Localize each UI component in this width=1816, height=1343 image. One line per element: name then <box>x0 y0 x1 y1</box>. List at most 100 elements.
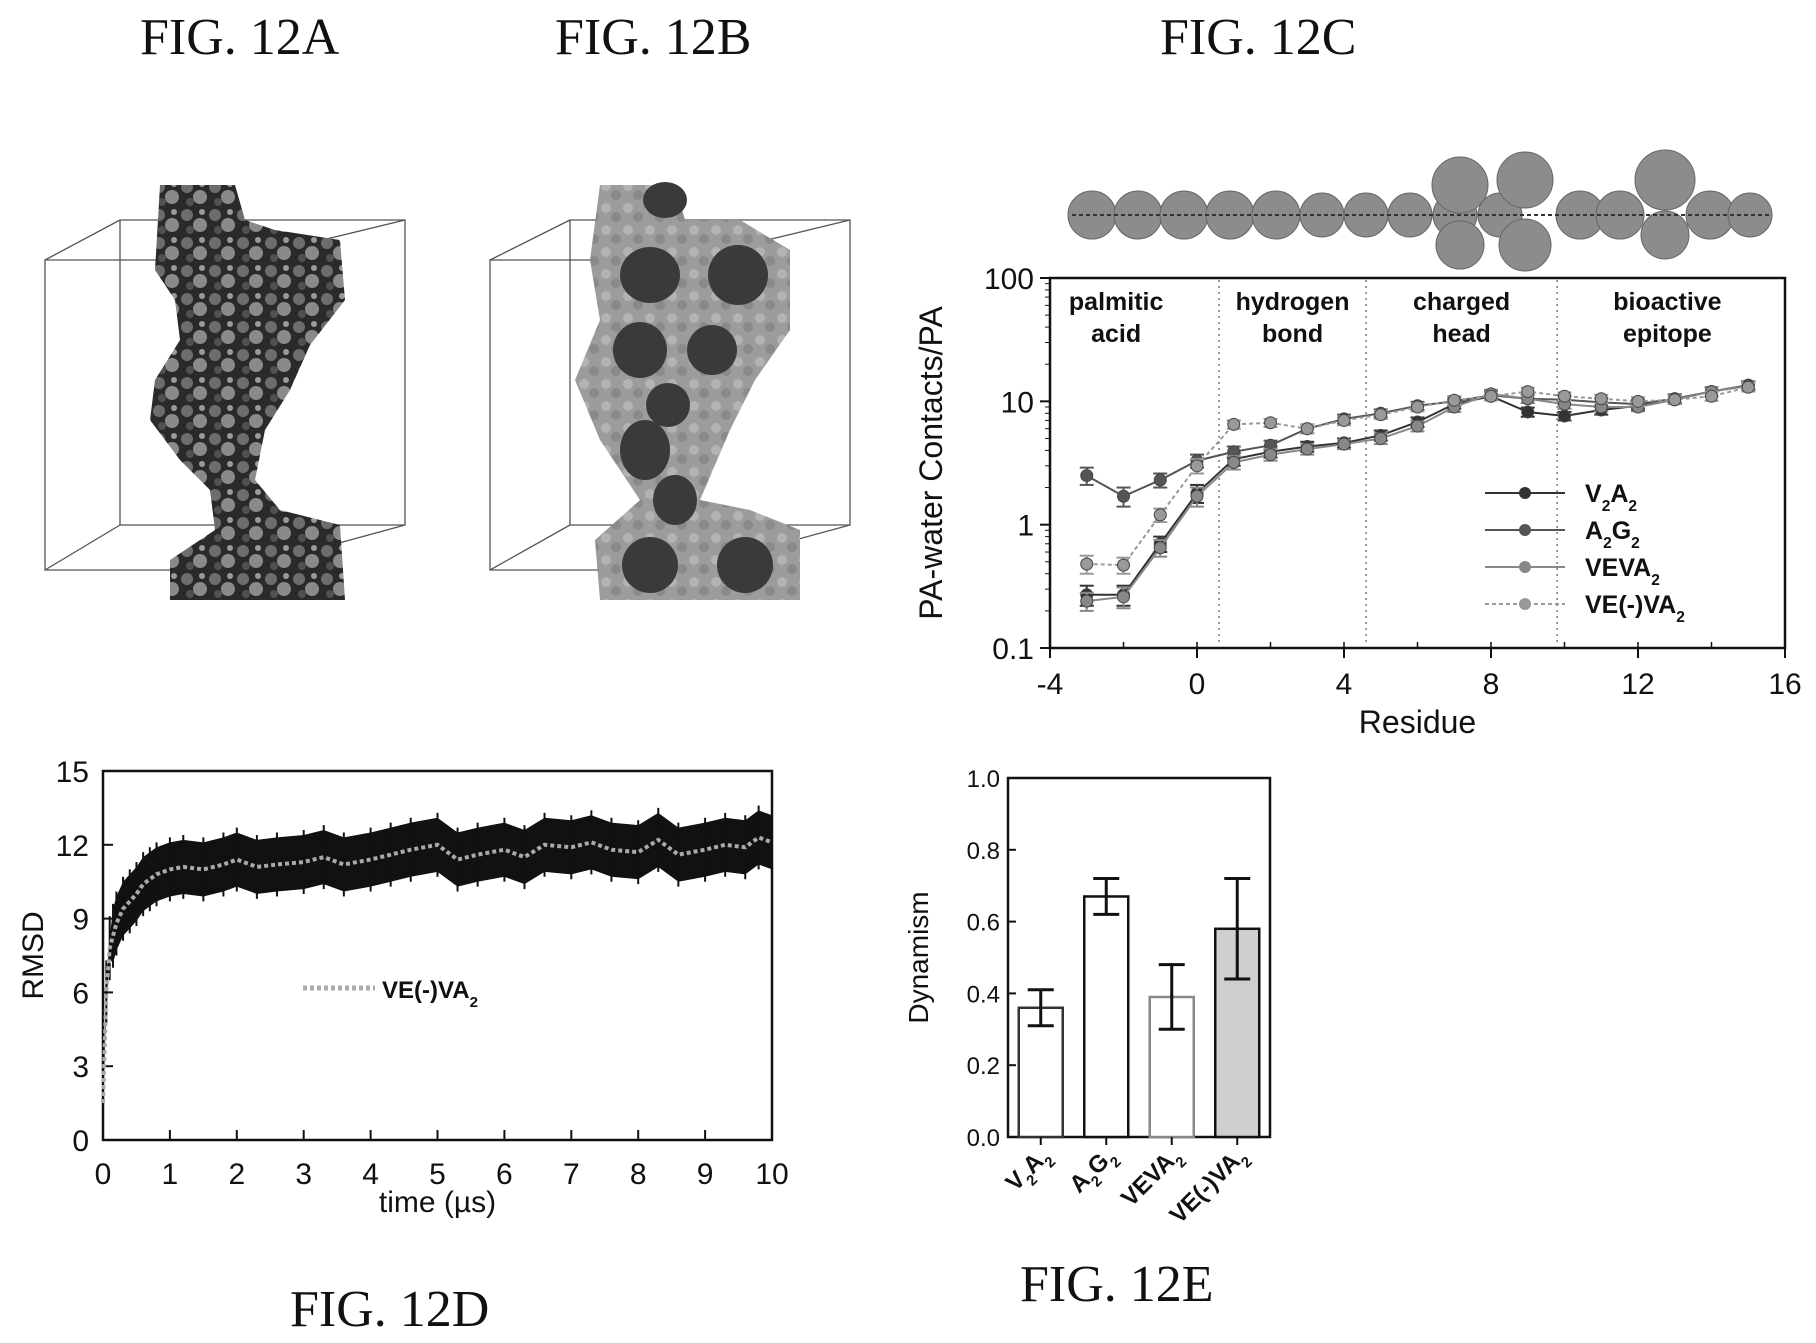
legend-marker <box>1519 598 1531 610</box>
y-tick-label: 0.8 <box>967 838 1000 865</box>
fig-12b-image <box>489 182 851 600</box>
region-label: epitope <box>1623 320 1712 348</box>
y-tick-label: 9 <box>72 904 89 937</box>
data-point-V2A2 <box>1521 405 1535 419</box>
data-point-VE(-)VA2 <box>1484 389 1498 403</box>
region-label: bond <box>1262 320 1323 348</box>
data-point-VEVA2 <box>1153 541 1167 555</box>
x-axis-label: Residue <box>1359 704 1476 740</box>
y-tick-label: 15 <box>56 756 89 789</box>
fig-12c-molecule <box>1067 149 1773 272</box>
legend-marker <box>1519 524 1531 536</box>
x-tick-label: 4 <box>1336 668 1353 701</box>
legend-label: A2G2 <box>1585 517 1640 552</box>
data-point-VEVA2 <box>1117 590 1130 604</box>
region-label: charged <box>1413 288 1510 316</box>
x-tick-label: 0 <box>95 1158 112 1191</box>
data-point-VE(-)VA2 <box>1558 389 1571 403</box>
y-tick-label: 10 <box>1001 386 1034 419</box>
x-axis-label: time (µs) <box>379 1186 496 1219</box>
legend-label: VEVA2 <box>1585 554 1660 589</box>
data-point-VE(-)VA2 <box>1153 508 1167 522</box>
data-point-VEVA2 <box>1264 448 1277 462</box>
fig-12e-label: FIG. 12E <box>1020 1256 1214 1313</box>
region-label: head <box>1432 320 1490 348</box>
data-point-A2G2 <box>1080 469 1094 483</box>
x-tick-label: 5 <box>429 1158 446 1191</box>
x-tick-label: -4 <box>1037 668 1064 701</box>
x-tick-label: 12 <box>1621 668 1654 701</box>
region-label: bioactive <box>1613 288 1721 316</box>
legend-marker <box>1519 487 1531 499</box>
bar-A2G2 <box>1083 895 1130 1139</box>
data-point-VE(-)VA2 <box>1337 413 1351 427</box>
fig-12c-label: FIG. 12C <box>1160 9 1357 66</box>
region-label: acid <box>1091 320 1141 348</box>
data-point-VE(-)VA2 <box>1521 385 1535 399</box>
y-tick-label: 6 <box>72 977 89 1010</box>
y-tick-label: 0.4 <box>967 981 1000 1008</box>
legend-label: VE(-)VA2 <box>1585 591 1685 626</box>
x-tick-label: 3 <box>295 1158 312 1191</box>
data-point-A2G2 <box>1153 473 1167 487</box>
x-tick-label: 8 <box>1483 668 1500 701</box>
y-axis-label: RMSD <box>17 911 50 999</box>
data-point-VEVA2 <box>1080 594 1094 608</box>
category-label: V2A2 <box>1001 1142 1060 1201</box>
legend-marker <box>1519 561 1531 573</box>
plot-frame-12e <box>1006 776 1272 1139</box>
data-point-VE(-)VA2 <box>1264 416 1277 430</box>
y-tick-label: 3 <box>72 1051 89 1084</box>
data-point-VEVA2 <box>1190 489 1204 503</box>
legend-label: V2A2 <box>1585 480 1637 515</box>
data-point-VE(-)VA2 <box>1080 557 1094 571</box>
data-point-VEVA2 <box>1374 431 1388 445</box>
data-point-VEVA2 <box>1411 419 1424 433</box>
data-point-VE(-)VA2 <box>1741 380 1755 394</box>
data-point-VE(-)VA2 <box>1631 394 1645 408</box>
y-tick-label: 1.0 <box>967 766 1000 793</box>
data-point-VEVA2 <box>1300 442 1314 456</box>
series-line-VE(-)VA2 <box>101 835 773 1104</box>
fig-12d-label: FIG. 12D <box>290 1281 490 1338</box>
x-tick-label: 10 <box>755 1158 788 1191</box>
data-point-A2G2 <box>1117 489 1130 503</box>
data-point-VE(-)VA2 <box>1300 422 1314 436</box>
data-point-VE(-)VA2 <box>1117 558 1130 572</box>
x-tick-label: 2 <box>228 1158 245 1191</box>
x-tick-label: 0 <box>1189 668 1206 701</box>
data-point-VE(-)VA2 <box>1594 392 1608 406</box>
y-axis-label: PA-water Contacts/PA <box>913 306 949 620</box>
data-point-VE(-)VA2 <box>1190 459 1204 473</box>
y-tick-label: 100 <box>984 263 1034 296</box>
y-axis-label: Dynamism <box>903 891 934 1023</box>
x-tick-label: 16 <box>1768 668 1801 701</box>
data-point-VEVA2 <box>1337 437 1351 451</box>
region-label: hydrogen <box>1236 288 1350 316</box>
fig-12b-label: FIG. 12B <box>555 9 752 66</box>
x-tick-label: 4 <box>362 1158 379 1191</box>
y-tick-label: 0.0 <box>967 1125 1000 1152</box>
legend-label: VE(-)VA2 <box>382 977 478 1011</box>
x-tick-label: 9 <box>697 1158 714 1191</box>
x-tick-label: 6 <box>496 1158 513 1191</box>
data-point-VE(-)VA2 <box>1447 393 1461 407</box>
y-tick-label: 0.1 <box>992 633 1034 666</box>
data-point-VE(-)VA2 <box>1227 417 1241 431</box>
fig-12a-image <box>44 185 406 600</box>
data-point-VE(-)VA2 <box>1411 400 1424 414</box>
data-point-VE(-)VA2 <box>1668 393 1682 407</box>
error-band <box>103 810 772 1114</box>
y-tick-label: 1 <box>1017 510 1034 543</box>
x-tick-label: 8 <box>630 1158 647 1191</box>
x-tick-label: 7 <box>563 1158 580 1191</box>
data-point-VE(-)VA2 <box>1374 408 1388 422</box>
data-point-VEVA2 <box>1227 455 1241 469</box>
x-tick-label: 1 <box>162 1158 179 1191</box>
y-tick-label: 0.2 <box>967 1053 1000 1080</box>
region-label: palmitic <box>1069 288 1164 316</box>
fig-12a-label: FIG. 12A <box>140 9 340 66</box>
